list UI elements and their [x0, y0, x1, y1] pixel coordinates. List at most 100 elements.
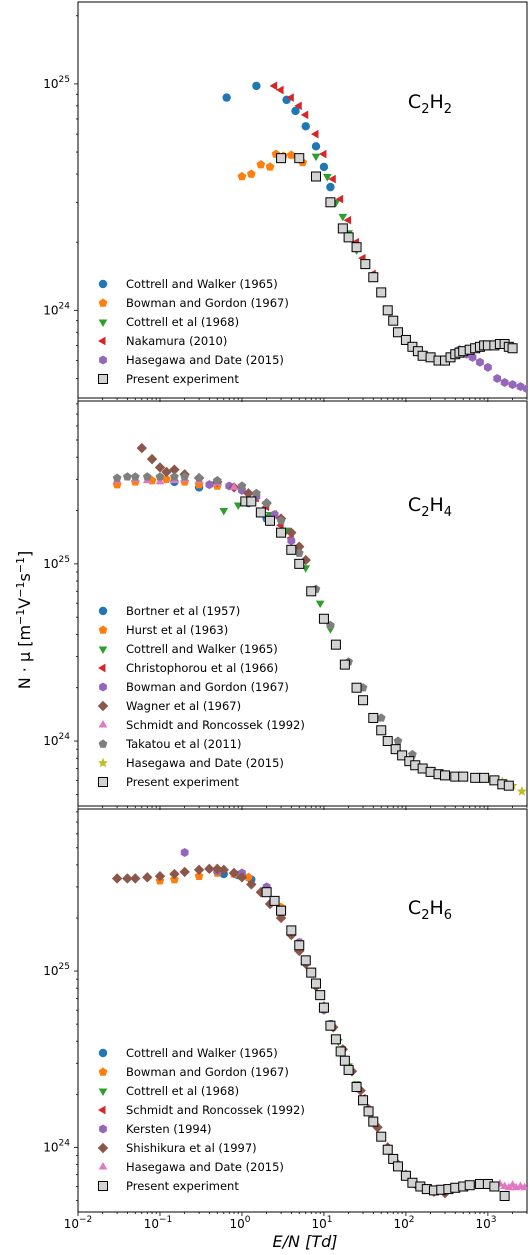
- series-10: [240, 496, 514, 791]
- data-point: [326, 182, 335, 192]
- data-point: [286, 150, 296, 159]
- data-point: [503, 780, 514, 791]
- data-point: [328, 174, 336, 184]
- data-point: [294, 940, 305, 951]
- data-point: [500, 378, 509, 387]
- legend-marker: [98, 1088, 108, 1096]
- legend: Cottrell and Walker (1965) Bowman and Gor…: [97, 1046, 305, 1193]
- data-point: [343, 215, 352, 225]
- y-axis-label-s: s: [15, 573, 34, 581]
- data-point: [520, 1182, 527, 1191]
- data-point: [325, 197, 336, 208]
- data-point: [286, 527, 297, 538]
- data-point: [237, 481, 247, 490]
- data-point: [363, 1106, 374, 1117]
- data-point: [343, 1064, 354, 1075]
- legend-marker: [98, 739, 108, 748]
- data-point: [286, 925, 297, 936]
- data-point: [294, 945, 305, 957]
- x-tick-label-2: 100: [229, 1215, 250, 1231]
- data-point: [343, 232, 354, 243]
- data-point: [335, 194, 344, 204]
- legend-marker: [98, 720, 108, 728]
- data-point: [142, 872, 153, 883]
- data-point: [194, 473, 204, 482]
- panel-title: C2H2: [408, 91, 452, 117]
- y-tick-label: 1025: [43, 555, 70, 571]
- data-point: [205, 480, 214, 490]
- data-point: [180, 472, 190, 481]
- data-point: [300, 955, 311, 966]
- panel-title: C2H6: [408, 897, 452, 923]
- data-point: [368, 1116, 379, 1127]
- data-point: [310, 171, 321, 182]
- data-point: [504, 1182, 514, 1191]
- data-point: [269, 895, 280, 906]
- data-point: [265, 515, 276, 526]
- data-point: [228, 867, 240, 879]
- data-point: [142, 472, 152, 481]
- legend-marker: [98, 319, 108, 327]
- data-point: [358, 1095, 369, 1106]
- legend-marker: [98, 1048, 108, 1058]
- legend-label: Bowman and Gordon (1967): [126, 296, 289, 310]
- data-point: [286, 93, 294, 102]
- data-point: [318, 1002, 329, 1013]
- legend-marker: [98, 1162, 108, 1170]
- legend-label: Present experiment: [126, 1179, 239, 1193]
- data-point: [310, 978, 321, 989]
- data-point: [382, 1144, 393, 1155]
- legend-marker: [98, 646, 108, 654]
- data-point: [276, 527, 287, 538]
- data-point: [276, 905, 287, 916]
- data-point: [255, 507, 266, 518]
- data-point: [306, 967, 317, 978]
- data-point: [397, 750, 408, 761]
- legend-label: Hurst et al (1963): [126, 623, 228, 637]
- data-point: [154, 462, 166, 473]
- data-point: [294, 101, 302, 111]
- data-point: [323, 174, 332, 182]
- data-point: [390, 744, 401, 755]
- data-point: [243, 488, 254, 499]
- data-point: [310, 129, 319, 139]
- data-point: [154, 871, 166, 882]
- legend-label: Cottrell and Walker (1965): [126, 1046, 278, 1060]
- data-point: [261, 887, 272, 898]
- legend-marker: [98, 336, 106, 346]
- data-point: [388, 315, 399, 326]
- data-point: [376, 713, 386, 722]
- data-point: [393, 736, 403, 745]
- data-point: [508, 380, 517, 390]
- y-tick-label: 1025: [43, 962, 70, 978]
- data-point: [265, 162, 275, 171]
- legend: Cottrell and Walker (1965) Bowman and Gor…: [98, 277, 289, 386]
- legend-label: Kersten (1994): [126, 1122, 212, 1136]
- legend-label: Cottrell et al (1968): [126, 315, 239, 329]
- legend-label: Schmidt and Roncossek (1992): [126, 718, 305, 732]
- legend-marker: [99, 355, 107, 365]
- series-8: [112, 472, 417, 759]
- data-point: [382, 305, 393, 316]
- data-point: [400, 1170, 411, 1181]
- data-point: [112, 473, 122, 482]
- y-tick-label: 1024: [43, 732, 70, 748]
- legend-label: Nakamura (2010): [126, 334, 227, 348]
- data-point: [244, 872, 253, 882]
- data-point: [338, 213, 348, 222]
- data-points: [111, 848, 527, 1201]
- data-point: [392, 1161, 403, 1172]
- legend-marker: [98, 1067, 108, 1076]
- data-point: [493, 373, 502, 383]
- data-point: [330, 1034, 341, 1045]
- data-point: [146, 453, 158, 465]
- data-point: [212, 863, 223, 875]
- data-point: [155, 476, 165, 485]
- legend-label: Wagner et al (1967): [126, 699, 241, 713]
- data-point: [130, 873, 141, 884]
- data-point: [193, 864, 205, 876]
- data-point: [339, 1055, 350, 1066]
- data-point: [499, 1190, 510, 1201]
- panel-1: 1024 1025 Cottrell and Walker (1965) Bowman…: [43, 1, 528, 402]
